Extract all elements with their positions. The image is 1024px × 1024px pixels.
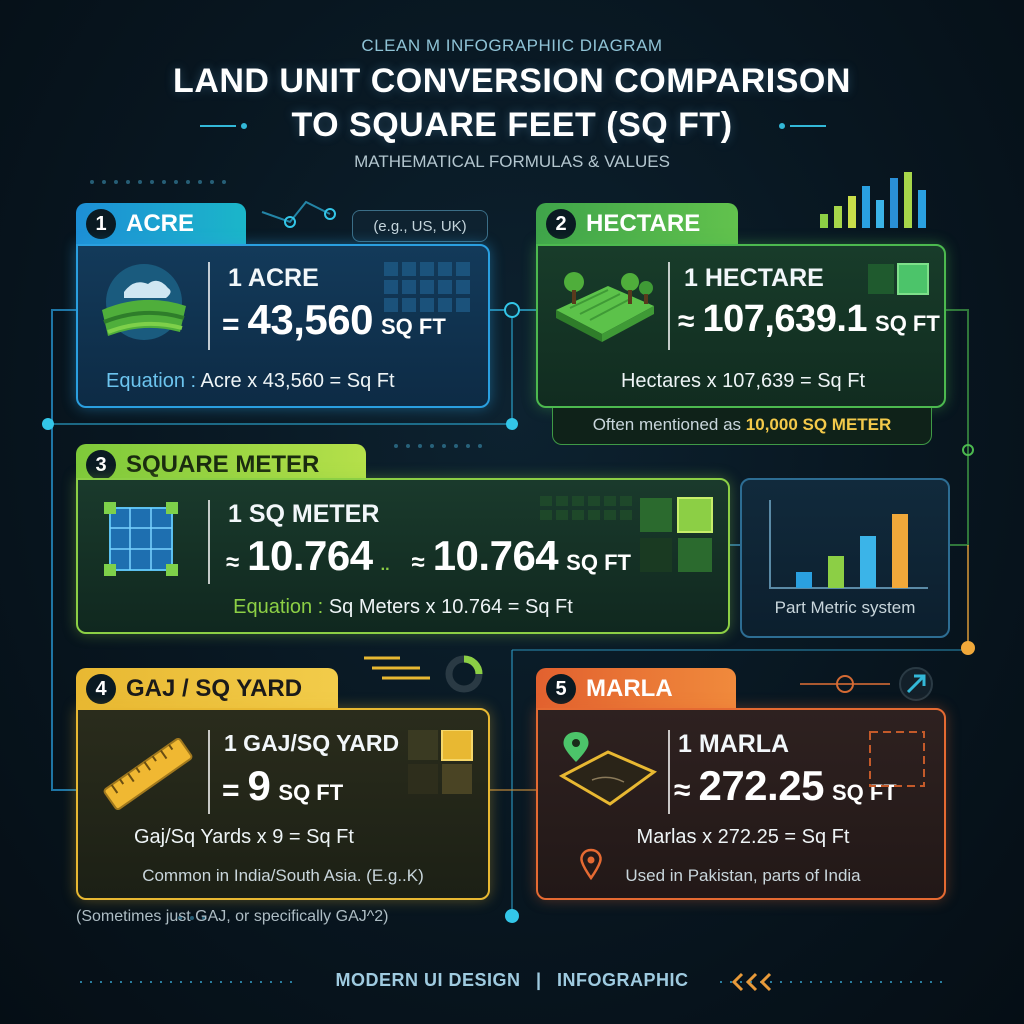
page-title-line2: TO SQUARE FEET (SQ FT) bbox=[291, 106, 733, 144]
marla-tab: 5 MARLA bbox=[536, 668, 736, 710]
footer-right: INFOGRAPHIC bbox=[557, 970, 689, 990]
map-plot-icon bbox=[558, 732, 658, 806]
hectare-suffix: SQ FT bbox=[875, 311, 940, 336]
sqm-equation: Equation : Sq Meters x 10.764 = Sq Ft bbox=[78, 596, 728, 619]
acre-symbol: = bbox=[222, 308, 240, 341]
acre-region-tag: (e.g., US, UK) bbox=[352, 210, 488, 242]
marla-suffix: SQ FT bbox=[831, 780, 897, 805]
acre-tab: 1 ACRE bbox=[76, 203, 246, 245]
grid-decoration bbox=[384, 262, 470, 312]
footer-left: MODERN UI DESIGN bbox=[335, 970, 521, 990]
location-pin-icon bbox=[580, 848, 602, 881]
gaj-equation: Gaj/Sq Yards x 9 = Sq Ft bbox=[134, 826, 354, 848]
hectare-symbol: ≈ bbox=[678, 305, 695, 338]
sqm-number: 3 bbox=[86, 450, 116, 480]
grid-decoration bbox=[408, 730, 473, 794]
sqm-unit: 1 SQ METER bbox=[228, 500, 380, 528]
sqm-value-line: ≈ 10.764 .. ≈ 10.764 SQ FT bbox=[226, 532, 631, 580]
marla-unit: 1 MARLA bbox=[678, 730, 790, 758]
gaj-name: GAJ / SQ YARD bbox=[126, 675, 303, 702]
sqm-symbol-2: ≈ bbox=[411, 549, 425, 576]
sqm-equation-label: Equation : bbox=[233, 596, 324, 618]
marla-note: Used in Pakistan, parts of India bbox=[625, 866, 861, 885]
marla-card: 1 MARLA ≈ 272.25 SQ FT Marlas x 272.25 =… bbox=[536, 708, 946, 900]
farmland-icon bbox=[102, 264, 186, 340]
location-pin-icon bbox=[563, 732, 589, 762]
acre-unit: 1 ACRE bbox=[228, 264, 319, 292]
gaj-symbol: = bbox=[222, 774, 240, 807]
ruler-icon bbox=[103, 737, 193, 811]
hectare-name: HECTARE bbox=[586, 210, 701, 237]
gaj-card: 1 GAJ/SQ YARD = 9 SQ FT Gaj/Sq Yards x 9… bbox=[76, 708, 490, 900]
acre-suffix: SQ FT bbox=[381, 314, 446, 339]
gaj-number: 4 bbox=[86, 674, 116, 704]
gaj-note: Common in India/South Asia. (E.g..K) bbox=[142, 866, 424, 885]
sqm-name: SQUARE METER bbox=[126, 451, 320, 478]
sqm-symbol-1: ≈ bbox=[226, 549, 240, 576]
gaj-suffix: SQ FT bbox=[278, 780, 344, 805]
grid-decoration bbox=[868, 263, 929, 295]
metric-system-card: Part Metric system bbox=[740, 478, 950, 638]
hectare-tab: 2 HECTARE bbox=[536, 203, 738, 245]
hectare-card: 1 HECTARE ≈ 107,639.1 SQ FT Hectares x 1… bbox=[536, 244, 946, 408]
hectare-unit: 1 HECTARE bbox=[684, 264, 824, 292]
gaj-tab: 4 GAJ / SQ YARD bbox=[76, 668, 338, 710]
grid-square-icon bbox=[104, 502, 178, 576]
marla-number: 5 bbox=[546, 674, 576, 704]
acre-value-line: = 43,560 SQ FT bbox=[222, 296, 446, 344]
hectare-value-line: ≈ 107,639.1 SQ FT bbox=[678, 298, 940, 341]
acre-equation-label: Equation : bbox=[106, 370, 197, 392]
gaj-footnote: (Sometimes just GAJ, or specifically GAJ… bbox=[76, 908, 389, 925]
acre-equation-text: Acre x 43,560 = Sq Ft bbox=[200, 370, 395, 392]
page-title-line1: LAND UNIT CONVERSION COMPARISON bbox=[173, 62, 851, 100]
sqm-equation-text: Sq Meters x 10.764 = Sq Ft bbox=[328, 596, 573, 618]
acre-value: 43,560 bbox=[247, 296, 374, 343]
gaj-value: 9 bbox=[247, 762, 271, 809]
gaj-unit: 1 GAJ/SQ YARD bbox=[224, 730, 400, 756]
footer: MODERN UI DESIGN | INFOGRAPHIC bbox=[0, 970, 1024, 991]
page-subtitle: MATHEMATICAL FORMULAS & VALUES bbox=[354, 152, 670, 171]
sqm-separator: .. bbox=[380, 557, 390, 574]
dashed-square-decoration bbox=[869, 731, 925, 787]
gaj-value-line: = 9 SQ FT bbox=[222, 762, 343, 810]
marla-symbol: ≈ bbox=[674, 774, 691, 807]
marla-name: MARLA bbox=[586, 675, 673, 702]
bar-chart-icon bbox=[820, 172, 926, 228]
field-trees-icon bbox=[556, 272, 654, 342]
hectare-number: 2 bbox=[546, 209, 576, 239]
hectare-note: Often mentioned as 10,000 SQ METER bbox=[552, 408, 932, 445]
hectare-note-prefix: Often mentioned as bbox=[592, 415, 742, 434]
marla-equation: Marlas x 272.25 = Sq Ft bbox=[636, 826, 850, 848]
marla-value: 272.25 bbox=[698, 762, 824, 809]
sqm-suffix: SQ FT bbox=[566, 550, 631, 575]
acre-card: 1 ACRE = 43,560 SQ FT Equation : Acre x … bbox=[76, 244, 490, 408]
sqm-value-2: 10.764 bbox=[432, 532, 559, 579]
header-kicker: CLEAN M INFOGRAPHIIC DIAGRAM bbox=[361, 36, 663, 55]
sqm-card: 1 SQ METER ≈ 10.764 .. ≈ 10.764 SQ FT Eq… bbox=[76, 478, 730, 634]
hectare-value: 107,639.1 bbox=[702, 298, 868, 340]
hectare-equation: Hectares x 107,639 = Sq Ft bbox=[620, 370, 866, 392]
sqm-value-1: 10.764 bbox=[247, 532, 373, 579]
grid-decoration bbox=[540, 496, 713, 572]
marla-value-line: ≈ 272.25 SQ FT bbox=[674, 762, 897, 810]
acre-equation: Equation : Acre x 43,560 = Sq Ft bbox=[106, 370, 395, 393]
hectare-note-highlight: 10,000 SQ METER bbox=[745, 415, 892, 434]
acre-name: ACRE bbox=[126, 210, 195, 237]
acre-number: 1 bbox=[86, 209, 116, 239]
footer-separator: | bbox=[535, 970, 542, 990]
metric-system-note: Part Metric system bbox=[774, 598, 916, 617]
bar-chart-icon bbox=[769, 500, 928, 589]
